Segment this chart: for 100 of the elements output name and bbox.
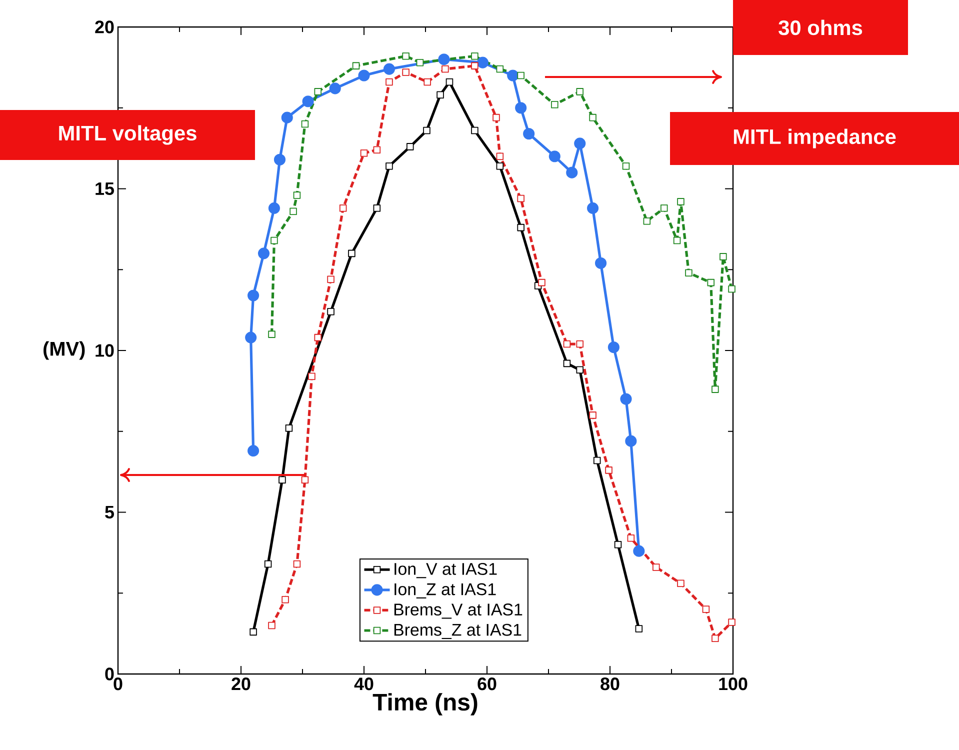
y-tick-label: 5	[105, 506, 114, 518]
point	[643, 217, 651, 225]
point	[293, 192, 301, 199]
point	[712, 386, 719, 393]
point	[515, 102, 527, 114]
point	[707, 278, 715, 286]
point	[496, 152, 504, 160]
point	[471, 126, 478, 134]
point	[593, 456, 601, 464]
y-tick-label: 10	[96, 344, 114, 357]
point	[358, 70, 370, 82]
point	[282, 596, 289, 604]
point	[373, 146, 381, 154]
point	[728, 285, 736, 293]
point	[595, 257, 607, 269]
point	[301, 120, 309, 128]
point	[471, 62, 478, 70]
point	[517, 194, 524, 202]
point	[360, 150, 368, 157]
text: MITL impedance	[734, 128, 896, 148]
point	[589, 412, 596, 419]
point	[383, 63, 395, 75]
point	[476, 56, 488, 68]
point	[673, 236, 681, 244]
point	[314, 88, 322, 96]
point	[416, 58, 424, 66]
point	[386, 78, 393, 86]
point	[492, 114, 500, 122]
point	[652, 564, 660, 571]
point	[274, 154, 286, 166]
point	[677, 580, 684, 588]
point	[538, 278, 546, 286]
point	[627, 534, 635, 542]
point	[301, 476, 309, 484]
point	[293, 560, 301, 568]
legend-label: Brems_V at IAS1	[394, 604, 522, 619]
legend-label: Brems_Z at IAS1	[394, 624, 522, 640]
point	[329, 82, 341, 94]
point	[258, 248, 270, 260]
y-axis-title: (MV)	[44, 341, 85, 360]
point	[563, 340, 571, 348]
x-tick-label: 100	[719, 678, 748, 690]
point	[551, 100, 558, 108]
x-axis-title: Time (ns)	[372, 693, 478, 716]
point	[402, 52, 410, 60]
x-tick-label: 20	[232, 678, 250, 690]
point	[633, 545, 645, 557]
point	[339, 204, 347, 212]
point	[302, 96, 314, 108]
point	[270, 236, 278, 244]
point	[424, 78, 431, 86]
point	[250, 628, 257, 636]
point	[523, 128, 535, 140]
point	[517, 224, 524, 232]
point	[264, 560, 272, 568]
point	[471, 52, 478, 60]
point	[620, 393, 632, 405]
point	[438, 54, 450, 66]
point	[248, 445, 260, 457]
point	[635, 625, 643, 632]
point	[608, 341, 620, 354]
point	[566, 166, 578, 178]
point	[278, 476, 286, 484]
point	[712, 634, 719, 642]
point	[576, 340, 584, 348]
point	[268, 622, 276, 630]
point	[268, 202, 280, 214]
legend-label: Ion_Z at IAS1	[394, 583, 496, 598]
text: 30 ohms	[778, 20, 862, 36]
point	[402, 68, 410, 76]
point	[728, 618, 736, 626]
point	[314, 334, 322, 342]
point	[574, 138, 586, 150]
point	[576, 88, 584, 96]
point	[517, 72, 524, 80]
point	[386, 162, 393, 170]
point	[614, 540, 622, 548]
point	[720, 253, 727, 260]
x-tick-label: 0	[114, 678, 122, 690]
annotation: MITL voltages	[59, 125, 196, 145]
point	[660, 204, 668, 212]
point	[248, 290, 260, 302]
point	[290, 208, 297, 216]
point	[442, 65, 449, 73]
point	[373, 204, 381, 212]
point	[308, 372, 316, 380]
legend-label: Ion_V at IAS1	[394, 562, 497, 578]
point	[446, 78, 454, 86]
point	[576, 366, 584, 374]
point	[507, 70, 519, 82]
point	[285, 424, 293, 432]
point	[436, 91, 444, 99]
x-tick-label: 60	[478, 678, 496, 690]
point	[685, 269, 692, 276]
point	[348, 250, 356, 258]
point	[605, 466, 612, 474]
y-tick-label: 20	[95, 20, 114, 34]
y-tick-label: 0	[105, 668, 114, 680]
point	[677, 198, 684, 206]
point	[548, 150, 560, 162]
